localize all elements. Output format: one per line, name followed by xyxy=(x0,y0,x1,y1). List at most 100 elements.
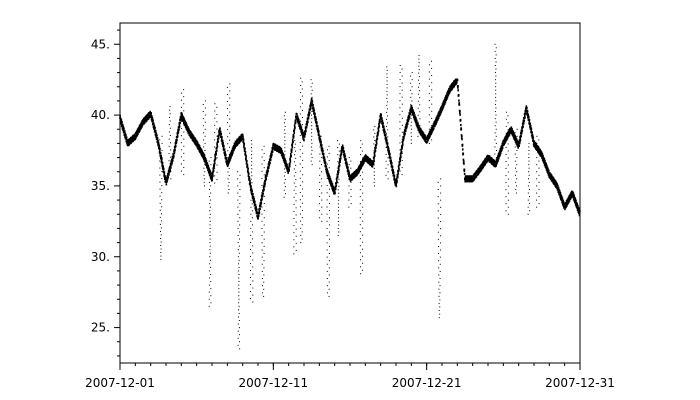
data-point xyxy=(527,213,529,215)
data-point xyxy=(203,132,205,134)
data-point xyxy=(337,213,339,215)
data-point xyxy=(171,159,174,162)
data-point xyxy=(206,163,209,166)
data-point xyxy=(473,177,476,180)
data-point xyxy=(283,122,285,124)
data-point xyxy=(332,185,334,188)
data-point xyxy=(544,159,546,162)
data-point xyxy=(431,125,433,127)
data-point xyxy=(332,186,335,190)
data-point xyxy=(384,135,387,138)
data-point xyxy=(160,241,162,243)
data-point xyxy=(288,165,291,168)
data-point xyxy=(335,181,338,185)
data-point xyxy=(311,82,313,84)
data-point xyxy=(337,161,339,163)
data-point xyxy=(310,107,312,109)
data-point xyxy=(211,178,213,181)
data-point xyxy=(375,142,378,145)
data-point xyxy=(161,161,164,164)
data-point xyxy=(538,203,540,205)
data-point xyxy=(342,147,345,150)
data-point xyxy=(208,305,210,307)
data-point xyxy=(405,126,408,129)
data-point xyxy=(324,158,326,161)
data-point xyxy=(245,156,247,159)
data-point xyxy=(440,206,442,208)
data-point xyxy=(226,163,228,166)
data-point xyxy=(249,277,251,279)
data-point xyxy=(326,169,328,172)
data-point xyxy=(548,169,550,172)
data-point xyxy=(234,142,237,146)
data-point xyxy=(292,134,295,138)
data-point xyxy=(418,62,420,64)
data-point xyxy=(439,113,441,116)
data-point xyxy=(428,142,430,144)
data-point xyxy=(170,171,172,173)
data-point xyxy=(251,150,253,152)
data-point xyxy=(159,202,161,204)
data-point xyxy=(425,136,427,140)
data-point xyxy=(237,220,239,222)
data-point xyxy=(293,168,295,170)
data-point xyxy=(226,108,228,110)
data-point xyxy=(326,227,328,229)
data-point xyxy=(431,117,433,119)
data-point xyxy=(253,198,255,201)
data-point xyxy=(202,125,204,127)
data-point xyxy=(386,73,388,75)
data-point xyxy=(238,284,240,286)
data-point xyxy=(284,150,286,152)
data-point xyxy=(202,152,205,155)
data-point xyxy=(250,241,252,243)
data-point xyxy=(250,186,252,189)
data-point xyxy=(400,150,403,154)
data-point xyxy=(301,102,303,104)
data-point xyxy=(505,182,507,184)
data-point xyxy=(252,301,254,303)
data-point xyxy=(520,132,523,135)
data-point xyxy=(250,164,252,166)
data-point xyxy=(523,119,526,122)
data-point xyxy=(295,200,297,202)
data-point xyxy=(126,142,128,145)
data-point xyxy=(409,113,412,116)
data-point xyxy=(507,199,509,201)
data-point xyxy=(168,153,170,155)
data-point xyxy=(168,138,170,140)
data-point xyxy=(237,242,239,244)
data-point xyxy=(122,129,124,132)
data-point xyxy=(169,168,171,172)
data-point xyxy=(285,162,288,165)
data-point xyxy=(417,107,419,109)
data-point xyxy=(328,253,330,255)
data-point xyxy=(308,113,311,116)
data-point xyxy=(350,181,352,183)
data-point xyxy=(578,208,580,211)
data-point xyxy=(250,248,252,250)
data-point xyxy=(337,147,339,149)
data-point xyxy=(225,160,227,163)
data-point xyxy=(339,154,342,158)
data-point xyxy=(180,116,182,120)
data-point xyxy=(419,104,421,106)
data-point xyxy=(411,114,413,116)
data-point xyxy=(430,132,432,135)
data-point xyxy=(229,97,231,99)
data-point xyxy=(177,131,180,134)
data-point xyxy=(458,103,461,106)
data-point xyxy=(436,117,438,120)
data-point xyxy=(519,140,521,143)
data-point xyxy=(507,134,510,137)
data-point xyxy=(161,171,163,173)
data-point xyxy=(293,129,295,132)
data-point xyxy=(507,136,509,138)
data-point xyxy=(439,242,441,244)
data-point xyxy=(399,135,401,137)
data-point xyxy=(323,159,325,162)
data-point xyxy=(528,167,530,169)
data-point xyxy=(161,199,163,201)
data-point xyxy=(328,281,330,283)
data-point xyxy=(170,166,172,169)
